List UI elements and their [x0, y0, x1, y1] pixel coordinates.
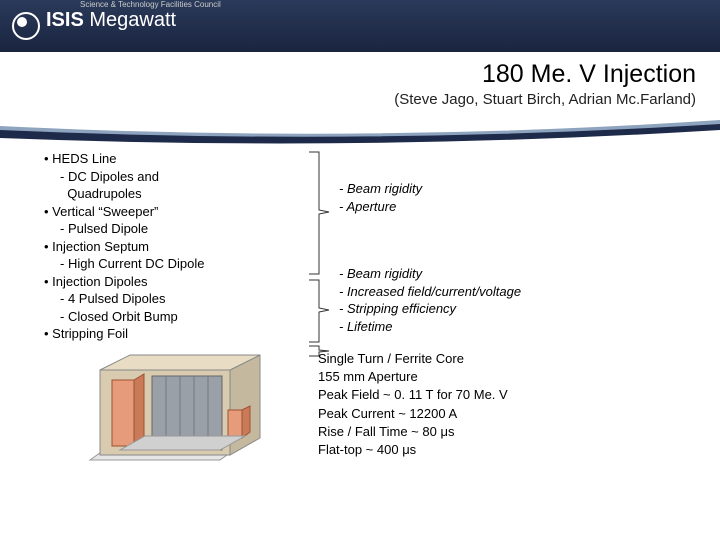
list-item: - DC Dipoles and — [44, 168, 299, 186]
brand-bold: ISIS — [46, 9, 84, 31]
council-label: Science & Technology Facilities Council — [80, 0, 221, 9]
note-item: - Beam rigidity — [339, 180, 700, 198]
note-item: - Increased field/current/voltage — [339, 283, 700, 301]
list-item: • Stripping Foil — [44, 325, 299, 343]
right-notes: - Beam rigidity - Aperture - Beam rigidi… — [339, 150, 700, 365]
spec-item: Single Turn / Ferrite Core — [318, 350, 508, 368]
device-diagram — [60, 350, 290, 500]
list-item: • Vertical “Sweeper” — [44, 203, 299, 221]
list-item: - Closed Orbit Bump — [44, 308, 299, 326]
note-item: - Lifetime — [339, 318, 700, 336]
list-item: • Injection Dipoles — [44, 273, 299, 291]
list-item: - High Current DC Dipole — [44, 255, 299, 273]
spec-item: Rise / Fall Time ~ 80 μs — [318, 423, 508, 441]
left-bullet-list: • HEDS Line - DC Dipoles and Quadrupoles… — [44, 150, 299, 365]
content-area: • HEDS Line - DC Dipoles and Quadrupoles… — [0, 132, 720, 365]
slide-authors: (Steve Jago, Stuart Birch, Adrian Mc.Far… — [0, 91, 720, 108]
logo-icon — [12, 12, 40, 40]
header-bar: Science & Technology Facilities Council … — [0, 0, 720, 52]
spec-item: Flat-top ~ 400 μs — [318, 441, 508, 459]
note-item: - Stripping efficiency — [339, 300, 700, 318]
slide-title: 180 Me. V Injection — [0, 52, 720, 91]
spec-item: Peak Current ~ 12200 A — [318, 405, 508, 423]
brand-text: ISIS Megawatt — [46, 9, 221, 32]
note-item: - Aperture — [339, 198, 700, 216]
list-item: • HEDS Line — [44, 150, 299, 168]
brand-light: Megawatt — [89, 9, 176, 31]
lower-section: Single Turn / Ferrite Core 155 mm Apertu… — [60, 350, 508, 500]
spec-item: 155 mm Aperture — [318, 368, 508, 386]
bracket-column — [305, 150, 333, 365]
list-item: - Pulsed Dipole — [44, 220, 299, 238]
note-item: - Beam rigidity — [339, 265, 700, 283]
list-item: - 4 Pulsed Dipoles — [44, 290, 299, 308]
spec-item: Peak Field ~ 0. 11 T for 70 Me. V — [318, 386, 508, 404]
list-item: Quadrupoles — [44, 185, 299, 203]
bracket-icon — [305, 150, 333, 360]
title-band: 180 Me. V Injection (Steve Jago, Stuart … — [0, 52, 720, 132]
list-item: • Injection Septum — [44, 238, 299, 256]
specs-list: Single Turn / Ferrite Core 155 mm Apertu… — [318, 350, 508, 459]
brand-logo: Science & Technology Facilities Council … — [12, 12, 221, 40]
